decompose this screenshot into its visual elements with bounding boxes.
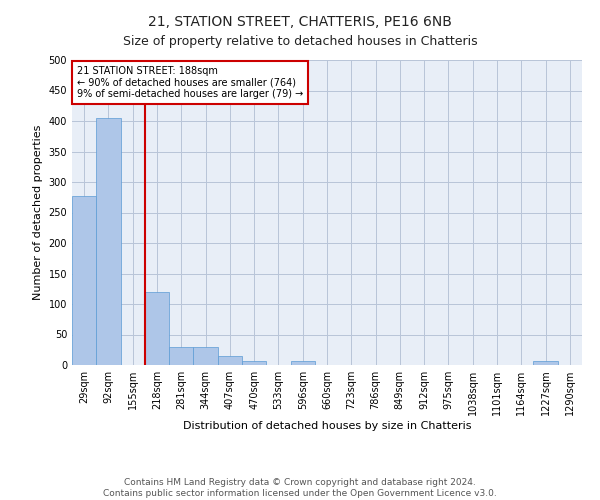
Text: 21, STATION STREET, CHATTERIS, PE16 6NB: 21, STATION STREET, CHATTERIS, PE16 6NB — [148, 15, 452, 29]
Text: Size of property relative to detached houses in Chatteris: Size of property relative to detached ho… — [122, 35, 478, 48]
Text: Contains HM Land Registry data © Crown copyright and database right 2024.
Contai: Contains HM Land Registry data © Crown c… — [103, 478, 497, 498]
Y-axis label: Number of detached properties: Number of detached properties — [33, 125, 43, 300]
Text: 21 STATION STREET: 188sqm
← 90% of detached houses are smaller (764)
9% of semi-: 21 STATION STREET: 188sqm ← 90% of detac… — [77, 66, 304, 100]
Bar — [72, 196, 96, 365]
Bar — [193, 348, 218, 365]
Bar — [533, 362, 558, 365]
Bar — [96, 118, 121, 365]
Bar — [218, 356, 242, 365]
Bar — [242, 362, 266, 365]
Bar — [169, 348, 193, 365]
Bar — [290, 362, 315, 365]
X-axis label: Distribution of detached houses by size in Chatteris: Distribution of detached houses by size … — [183, 421, 471, 431]
Bar — [145, 292, 169, 365]
